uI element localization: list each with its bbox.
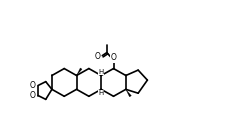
Polygon shape xyxy=(126,89,131,97)
Text: H: H xyxy=(99,69,104,75)
Text: O: O xyxy=(111,53,116,62)
Text: H̄: H̄ xyxy=(99,90,104,96)
Text: O: O xyxy=(94,52,100,61)
Text: O: O xyxy=(30,81,36,90)
Text: O: O xyxy=(30,91,36,100)
Polygon shape xyxy=(77,68,82,75)
